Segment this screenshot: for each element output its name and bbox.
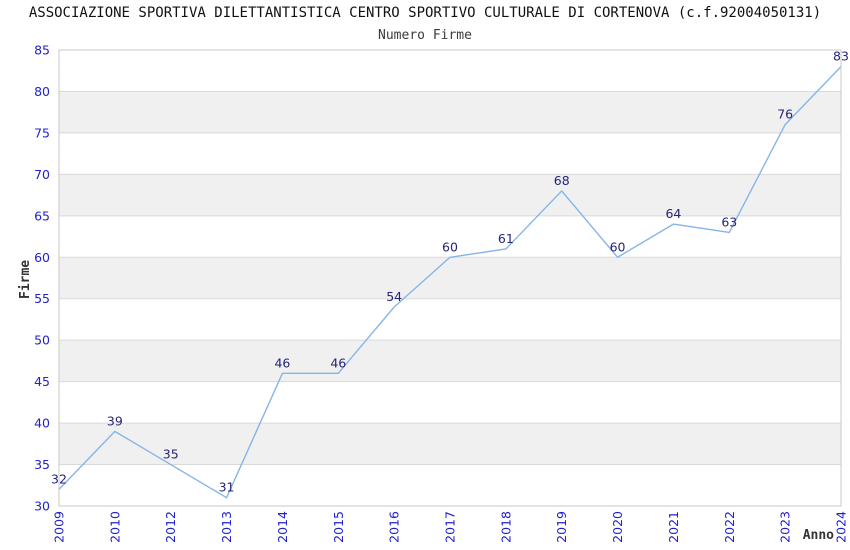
x-tick-label: 2015	[331, 511, 346, 543]
x-axis-title: Anno	[802, 528, 834, 543]
y-tick-label: 75	[34, 125, 50, 140]
point-label: 39	[107, 413, 123, 428]
point-label: 31	[219, 480, 235, 495]
y-tick-label: 50	[34, 333, 50, 348]
y-tick-label: 60	[34, 250, 50, 265]
x-tick-label: 2017	[443, 511, 458, 543]
band-stripe	[59, 423, 841, 465]
y-axis-title: Firme	[18, 259, 33, 299]
plot-bands	[59, 91, 841, 465]
chart-title: ASSOCIAZIONE SPORTIVA DILETTANTISTICA CE…	[28, 5, 822, 21]
point-label: 64	[665, 206, 681, 221]
point-label: 63	[721, 214, 737, 229]
y-tick-labels: 30 35 40 45 50 55 60 65 70 75 80 85	[34, 43, 50, 514]
point-label: 61	[498, 231, 514, 246]
band-stripe	[59, 174, 841, 216]
point-label: 46	[274, 355, 290, 370]
y-tick-label: 35	[34, 457, 50, 472]
x-tick-label: 2010	[107, 511, 122, 543]
x-tick-label: 2014	[275, 511, 290, 543]
x-tick-label: 2013	[219, 511, 234, 543]
x-tick-labels: 2009 2010 2012 2013 2014 2015 2016 2017 2018 2019…	[52, 511, 849, 543]
x-tick-label: 2021	[666, 511, 681, 543]
y-tick-label: 55	[34, 291, 50, 306]
x-tick-label: 2020	[610, 511, 625, 543]
y-tick-label: 30	[34, 499, 50, 514]
y-tick-label: 40	[34, 416, 50, 431]
point-label: 54	[386, 289, 402, 304]
series-line	[58, 65, 842, 499]
x-tick-label: 2012	[163, 511, 178, 543]
x-tick-label: 2016	[387, 511, 402, 543]
y-tick-label: 80	[34, 84, 50, 99]
x-tick-label: 2018	[498, 511, 513, 543]
y-tick-label: 45	[34, 374, 50, 389]
point-label: 60	[610, 239, 626, 254]
band-stripe	[59, 340, 841, 382]
band-stripe	[59, 91, 841, 133]
y-tick-label: 85	[34, 43, 50, 58]
y-tick-label: 70	[34, 167, 50, 182]
band-stripe	[59, 257, 841, 299]
x-tick-label: 2024	[834, 511, 849, 543]
y-tick-label: 65	[34, 208, 50, 223]
point-label: 68	[554, 173, 570, 188]
point-label: 60	[442, 239, 458, 254]
x-tick-label: 2019	[554, 511, 569, 543]
chart-subtitle: Numero Firme	[378, 28, 472, 43]
x-tick-label: 2022	[722, 511, 737, 543]
x-tick-label: 2009	[52, 511, 67, 543]
x-tick-label: 2023	[778, 511, 793, 543]
point-label: 35	[163, 447, 179, 462]
point-label: 76	[777, 107, 793, 122]
plot-border	[58, 49, 842, 507]
point-label: 46	[330, 355, 346, 370]
